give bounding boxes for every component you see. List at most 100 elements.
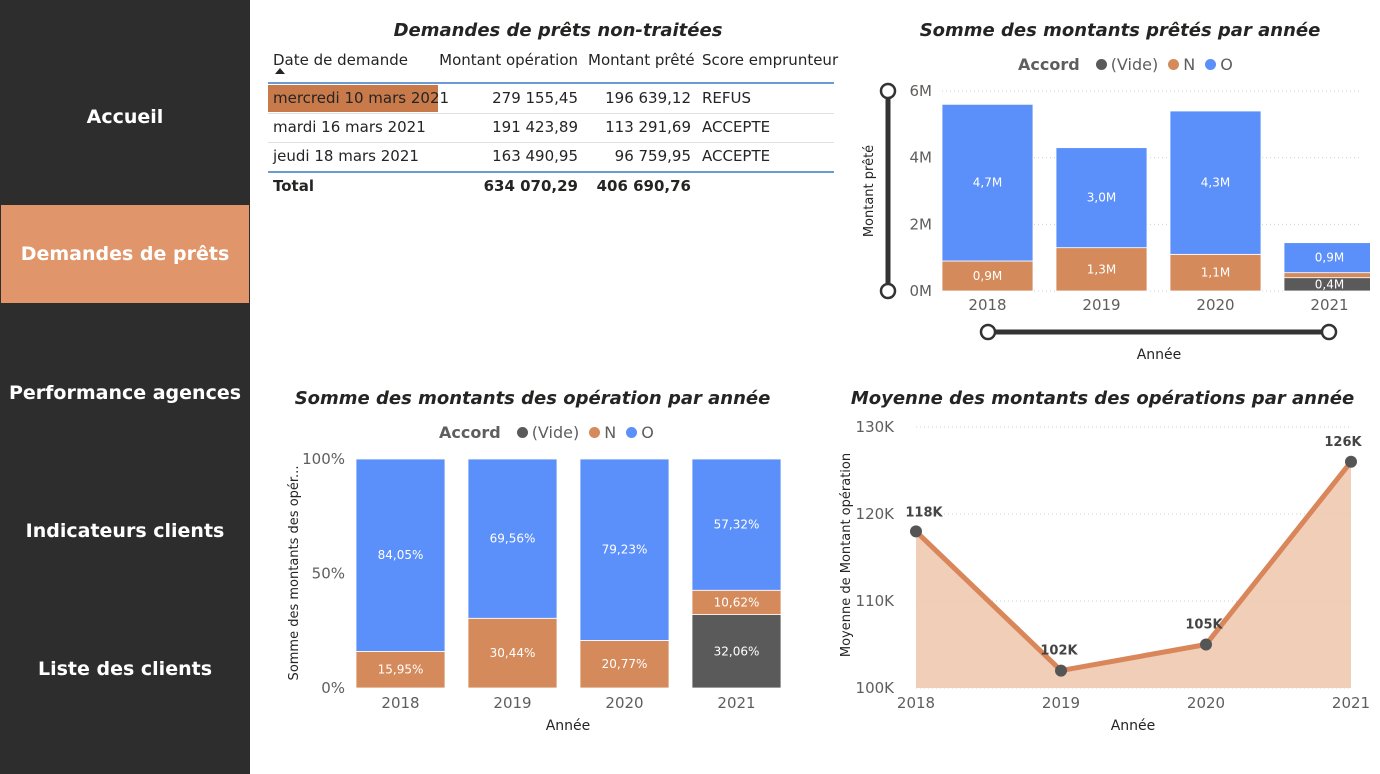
data-point bbox=[1055, 664, 1067, 677]
y-tick-label: 6M bbox=[910, 82, 933, 100]
chart2-svg: 0% 50% 100%Somme des montants des opér... 1… bbox=[287, 450, 782, 734]
bar-segment bbox=[467, 458, 558, 619]
chart1-legend: Accord (Vide) N O bbox=[1018, 55, 1233, 74]
y-zoom-handle-top bbox=[879, 82, 897, 100]
sort-ascending-icon bbox=[275, 68, 285, 74]
cell-montant-prete: 96 759,95 bbox=[614, 147, 691, 165]
y-tick-label: 4M bbox=[910, 149, 933, 167]
nav-liste-des-clients[interactable]: Liste des clients bbox=[37, 658, 212, 680]
data-label: 1,3M bbox=[1087, 262, 1116, 276]
y-axis-title: Montant prêté bbox=[862, 145, 877, 237]
x-tick-label: 2020 bbox=[1187, 694, 1225, 712]
x-tick-label: 2019 bbox=[1042, 694, 1080, 712]
data-label: 0,4M bbox=[1315, 277, 1344, 291]
total-montant-operation: 634 070,29 bbox=[483, 177, 578, 195]
x-axis-title: Année bbox=[1111, 718, 1156, 734]
y-tick-label: 100% bbox=[302, 450, 345, 468]
legend-n-dot bbox=[589, 427, 601, 438]
data-label: 102K bbox=[1040, 644, 1078, 659]
nav-performance-agences[interactable]: Performance agences bbox=[8, 382, 242, 404]
cell-montant-operation: 191 423,89 bbox=[492, 118, 578, 136]
nav-indicateurs-clients[interactable]: Indicateurs clients bbox=[25, 520, 225, 542]
x-tick-label: 2020 bbox=[1196, 296, 1234, 314]
legend-n-label[interactable]: N bbox=[604, 423, 617, 442]
x-tick-label: 2021 bbox=[1332, 694, 1370, 712]
header-score[interactable]: Score emprunteur bbox=[702, 51, 839, 69]
data-label: 84,05% bbox=[378, 548, 424, 562]
x-axis-title: Année bbox=[1137, 347, 1182, 363]
table-row[interactable]: mardi 16 mars 2021 191 423,89 113 291,69… bbox=[268, 113, 834, 142]
data-point bbox=[910, 525, 922, 538]
y-zoom-handle-bottom bbox=[879, 282, 897, 300]
header-date[interactable]: Date de demande bbox=[273, 51, 408, 69]
bar-segment bbox=[1283, 272, 1370, 279]
header-montant-prete[interactable]: Montant prêté bbox=[588, 51, 695, 69]
table-title: Demandes de prêts non-traitées bbox=[393, 20, 723, 41]
y-tick-label: 0% bbox=[321, 679, 345, 697]
bar-segment bbox=[1055, 247, 1148, 292]
x-tick-label: 2019 bbox=[493, 694, 531, 712]
cell-montant-operation: 163 490,95 bbox=[492, 147, 578, 165]
nav-accueil[interactable]: Accueil bbox=[86, 106, 164, 128]
row-divider bbox=[268, 113, 834, 114]
x-tick-label: 2018 bbox=[968, 296, 1006, 314]
x-tick-label: 2018 bbox=[897, 694, 935, 712]
table-row[interactable]: mercredi 10 mars 2021 279 155,45 196 639… bbox=[268, 84, 834, 113]
legend-o-label[interactable]: O bbox=[1220, 55, 1233, 74]
data-label: 126K bbox=[1324, 435, 1362, 450]
data-label: 15,95% bbox=[378, 663, 424, 677]
y-tick-label: 2M bbox=[910, 215, 933, 233]
data-label: 4,7M bbox=[973, 176, 1002, 190]
legend-n-label[interactable]: N bbox=[1183, 55, 1196, 74]
chart2-title: Somme des montants des opération par ann… bbox=[294, 388, 771, 409]
data-label: 0,9M bbox=[1315, 251, 1344, 265]
total-label: Total bbox=[273, 177, 314, 195]
data-label: 105K bbox=[1185, 618, 1223, 633]
y-axis-title: Moyenne de Montant opération bbox=[839, 453, 854, 657]
chart3-title: Moyenne des montants des opérations par … bbox=[850, 388, 1355, 409]
bar-segment bbox=[691, 614, 782, 689]
nav-demandes-de-prets[interactable]: Demandes de prêts bbox=[1, 205, 249, 303]
data-label: 1,1M bbox=[1201, 266, 1230, 280]
cell-montant-operation: 279 155,45 bbox=[492, 89, 578, 107]
sidebar: Accueil Demandes de prêts Performance ag… bbox=[0, 0, 250, 774]
cell-montant-prete: 196 639,12 bbox=[605, 89, 691, 107]
bar-segment bbox=[355, 651, 446, 689]
x-tick-label: 2021 bbox=[1310, 296, 1348, 314]
y-tick-label: 110K bbox=[856, 592, 896, 610]
y-tick-label: 130K bbox=[856, 418, 896, 436]
bar-segment bbox=[579, 458, 670, 641]
data-point bbox=[1345, 455, 1357, 468]
y-axis-title: Somme des montants des opér... bbox=[287, 466, 302, 681]
data-label: 3,0M bbox=[1087, 191, 1116, 205]
bar-segment bbox=[467, 617, 558, 689]
area-fill bbox=[916, 461, 1351, 688]
cell-score: ACCEPTE bbox=[702, 147, 771, 165]
bar-segment bbox=[579, 640, 670, 689]
bar-segment bbox=[691, 458, 782, 591]
legend-title: Accord bbox=[1018, 55, 1080, 74]
legend-o-label[interactable]: O bbox=[641, 423, 654, 442]
header-montant-operation[interactable]: Montant opération bbox=[439, 51, 578, 69]
table-total-row: Total 634 070,29 406 690,76 bbox=[268, 172, 834, 201]
cell-highlight bbox=[268, 85, 438, 112]
cell-date: mardi 16 mars 2021 bbox=[273, 118, 426, 136]
legend-vide-dot bbox=[516, 427, 528, 438]
total-divider bbox=[268, 171, 834, 173]
x-tick-label: 2019 bbox=[1082, 296, 1120, 314]
x-zoom-handle-left bbox=[979, 323, 997, 341]
data-label: 32,06% bbox=[714, 644, 760, 658]
data-label: 10,62% bbox=[714, 595, 760, 609]
data-label: 0,9M bbox=[973, 269, 1002, 283]
legend-vide-label[interactable]: (Vide) bbox=[1110, 55, 1159, 74]
x-tick-label: 2018 bbox=[381, 694, 419, 712]
legend-o-dot bbox=[1205, 59, 1217, 70]
legend-vide-label[interactable]: (Vide) bbox=[531, 423, 580, 442]
bar-segment bbox=[1169, 110, 1262, 255]
data-point bbox=[1200, 638, 1212, 651]
bar-segment bbox=[355, 458, 446, 652]
chart1-title: Somme des montants prêtés par année bbox=[919, 20, 1321, 41]
table-row[interactable]: jeudi 18 mars 2021 163 490,95 96 759,95 … bbox=[268, 142, 834, 171]
legend-n-dot bbox=[1168, 59, 1180, 70]
x-tick-label: 2020 bbox=[605, 694, 643, 712]
